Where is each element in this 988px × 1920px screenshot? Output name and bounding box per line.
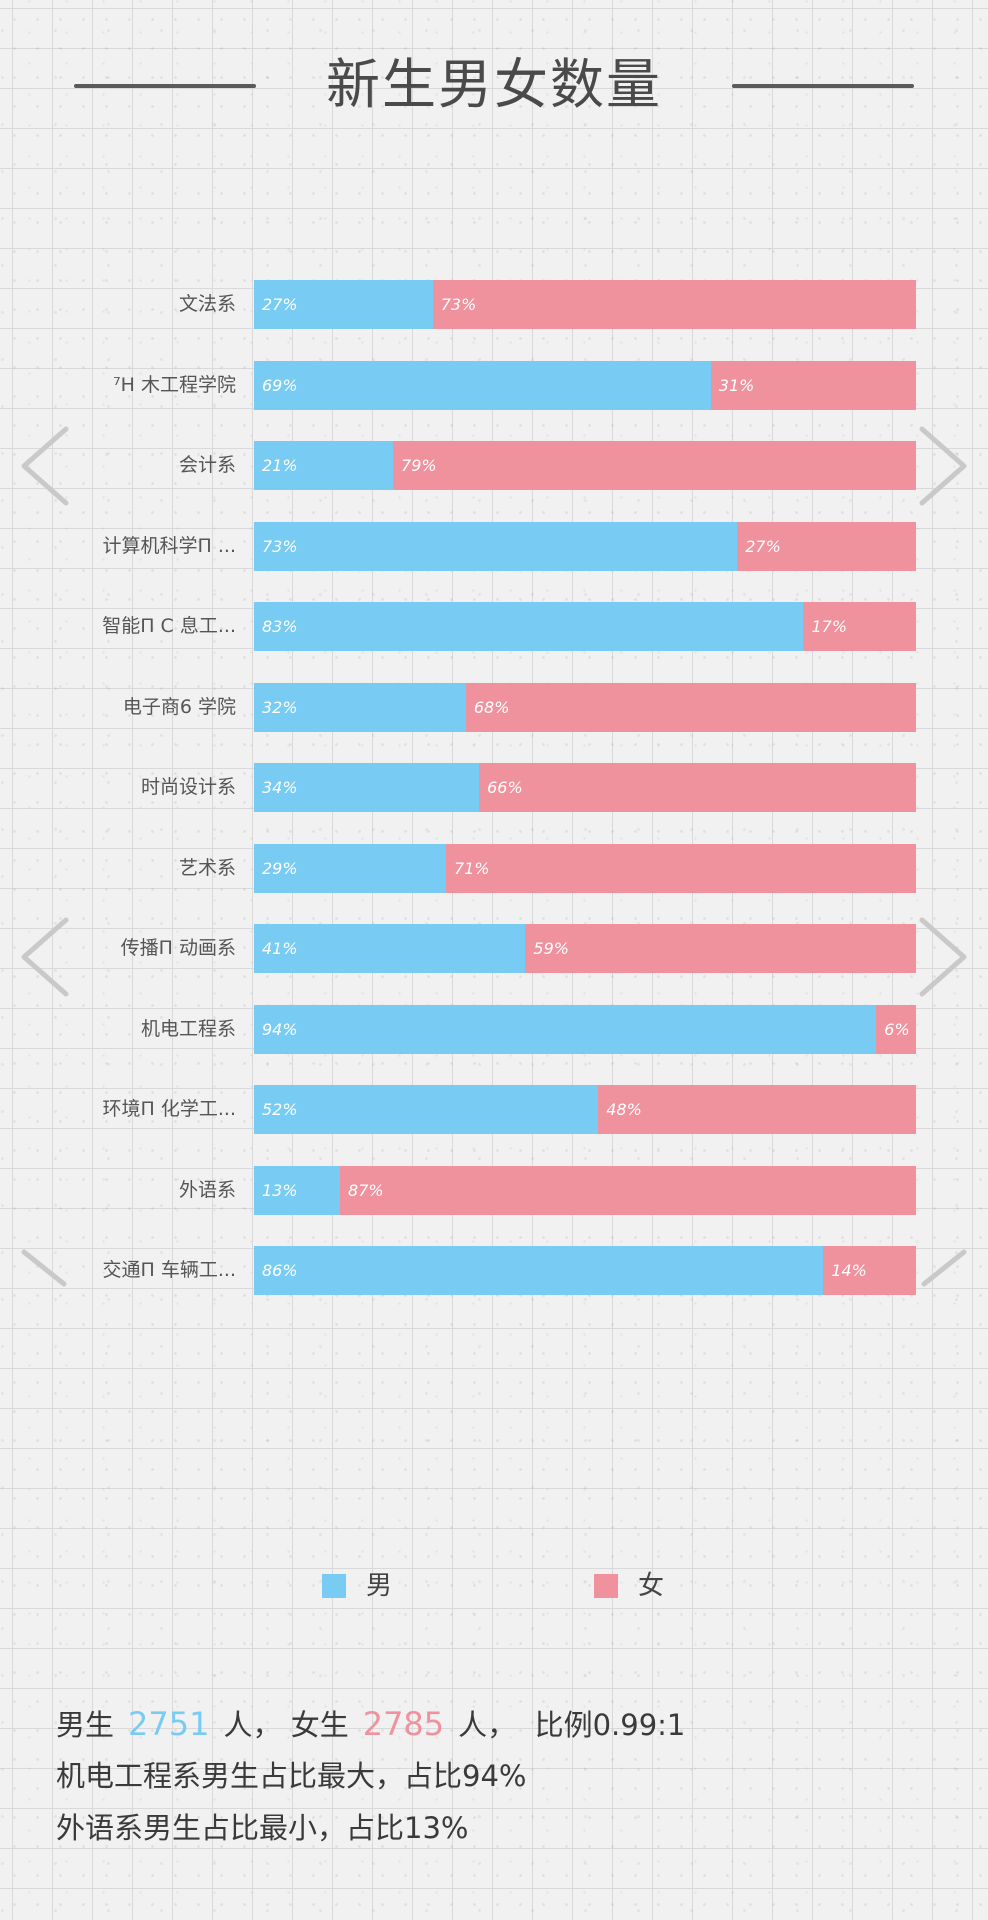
bar-value-label: 66% [487,778,523,797]
chevron-left-icon [21,426,69,506]
bar-segment-female [737,522,916,571]
summary-female-count: 2785 [362,1705,445,1743]
bar-segment-male [254,280,433,329]
bar-segment-male [254,441,394,490]
next-partial-button[interactable] [912,1248,970,1288]
bar-value-label: 71% [453,859,490,878]
bar-value-label: 29% [262,859,298,878]
summary-male-count: 2751 [128,1705,210,1743]
bar-segment-male [254,522,738,571]
prev-page-button[interactable] [16,425,74,507]
bar-segment-female [803,602,916,651]
bar-segment-male [254,1166,341,1215]
bar-value-label: 41% [262,939,298,958]
title-line-left [74,84,256,88]
bar-value-label: 14% [831,1261,867,1280]
summary-female-prefix: 女生 [290,1708,349,1742]
summary-line-1: 男生 2751 人， 女生 2785 人， 比例0.99:1 [56,1699,685,1750]
chevron-left-icon [21,1249,67,1287]
bar-segment-female [823,1246,916,1295]
page-title: 新生男女数量 [326,53,662,116]
bar-segment-male [254,844,446,893]
bar-segment-female [710,361,916,410]
bar-value-label: 87% [348,1181,384,1200]
bar-value-label: 73% [262,537,298,556]
chevron-right-icon [921,1249,967,1287]
bar-value-label: 59% [533,939,569,958]
bar-value-label: 68% [473,698,510,717]
bar-segment-female [445,844,916,893]
bar-value-label: 27% [745,537,781,556]
next-section-button[interactable] [914,916,972,998]
bar-category-label: 外语系 [178,1179,236,1201]
bar-category-label: 艺术系 [178,857,236,879]
bar-value-label: 13% [262,1181,298,1200]
bar-category-label: 时尚设计系 [140,776,236,798]
bar-segment-male [254,361,711,410]
bar-segment-male [254,1005,877,1054]
bar-category-label: 智能Π C 息工... [102,615,236,637]
bar-segment-female [432,280,916,329]
legend-label-female: 女 [638,1571,665,1601]
bar-value-label: 32% [262,698,298,717]
title-bar: 新生男女数量 [0,40,988,130]
gender-ratio-bar-chart: 文法系 27% 73% ⁷H 木工程学院 69% 31% 会计系 21% 79% 计算机科学Π .… [102,280,916,1295]
legend-swatch-male [322,1574,346,1598]
prev-partial-button[interactable] [18,1248,76,1288]
bar-category-label: 机电工程系 [140,1018,236,1040]
bar-value-label: 48% [606,1100,642,1119]
prev-section-button[interactable] [16,916,74,998]
summary-line-2: 机电工程系男生占比最大，占比94% [56,1759,527,1793]
bar-segment-female [598,1085,916,1134]
bar-segment-male [254,683,466,732]
bar-value-label: 34% [262,778,298,797]
bar-value-label: 86% [262,1261,298,1280]
bar-segment-female [393,441,916,490]
bar-value-label: 69% [262,376,298,395]
bar-value-label: 17% [811,617,848,636]
chevron-right-icon [919,426,967,506]
bar-value-label: 52% [262,1100,298,1119]
bar-segment-male [254,924,526,973]
bar-value-label: 21% [262,456,298,475]
bar-category-label: 传播Π 动画系 [120,937,236,959]
bar-category-label: 电子商6 学院 [122,696,236,718]
chevron-left-icon [21,917,69,997]
bar-segment-male [254,1246,824,1295]
bar-segment-male [254,1085,599,1134]
bar-category-label: ⁷H 木工程学院 [113,374,236,396]
bar-value-label: 6% [884,1020,910,1039]
legend-swatch-female [594,1574,618,1598]
summary-male-unit: 人， [223,1708,282,1742]
bar-category-label: 文法系 [178,293,236,315]
bar-category-label: 会计系 [178,454,236,476]
bar-segment-female [340,1166,916,1215]
bar-segment-male [254,763,480,812]
summary-line-3: 外语系男生占比最小，占比13% [56,1811,469,1845]
bar-segment-male [254,602,804,651]
bar-value-label: 83% [262,617,298,636]
summary-ratio: 比例0.99:1 [534,1708,686,1742]
bar-value-label: 73% [440,295,477,314]
bar-category-label: 计算机科学Π ... [102,535,236,557]
summary-male-prefix: 男生 [56,1708,115,1742]
title-line-right [732,84,914,88]
bar-category-label: 交通Π 车辆工... [102,1259,236,1281]
legend-label-male: 男 [366,1571,393,1601]
bar-segment-female [465,683,916,732]
next-page-button[interactable] [914,425,972,507]
bar-segment-female [479,763,916,812]
bar-segment-female [876,1005,916,1054]
bar-category-label: 环境Π 化学工... [102,1098,236,1120]
summary-female-unit: 人， [458,1708,517,1742]
bar-value-label: 94% [262,1020,298,1039]
bar-value-label: 31% [718,376,755,395]
bar-value-label: 79% [401,456,437,475]
bar-value-label: 27% [262,295,298,314]
chevron-right-icon [919,917,967,997]
bar-segment-female [525,924,916,973]
